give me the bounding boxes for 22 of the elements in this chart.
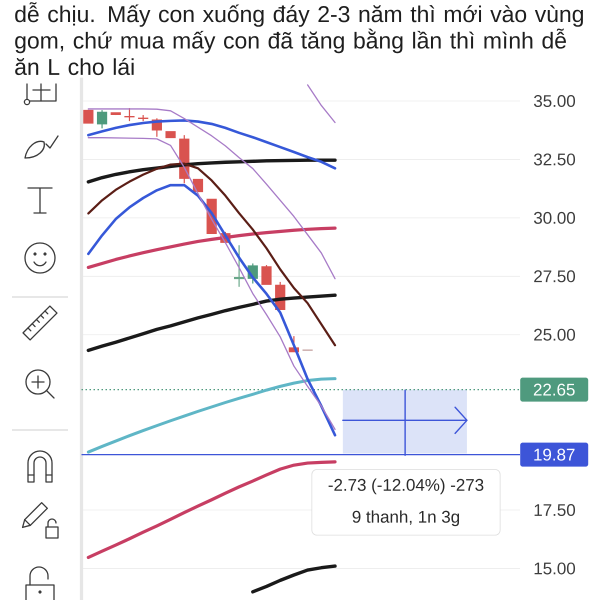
y-tick-label: 25.00 [534, 328, 576, 341]
candlestick [138, 114, 148, 122]
y-tick-label: 32.50 [534, 153, 576, 166]
candlestick [234, 244, 244, 288]
candlestick [192, 178, 204, 192]
candlestick [96, 110, 108, 129]
annotation: -2.73 (-12.04%) -273 [328, 478, 484, 494]
y-tick-label: 17.50 [534, 504, 576, 516]
candlestick [124, 107, 135, 122]
y-tick-label: 30.00 [534, 212, 576, 224]
candlestick [261, 264, 272, 286]
ref-line-label: 22.65 [534, 384, 575, 396]
line-series [87, 184, 336, 437]
y-tick-label: 15.00 [534, 562, 576, 574]
annotation: 9 thanh, 1n 3g [352, 510, 460, 526]
y-tick-label: 27.50 [534, 270, 576, 282]
y-tick-label: 35.00 [534, 95, 576, 108]
ref-line-label: 19.87 [534, 448, 575, 461]
candlestick [83, 109, 94, 124]
line-series [87, 119, 336, 170]
chart-title: dễ chịu. Mấy con xuống đáy 2-3 năm thì mới vào vùng gom, chứ mua mấy con đã tăng bằng lần thì mình dễ ăn L cho lái [15, 2, 583, 76]
line-series [251, 564, 337, 594]
